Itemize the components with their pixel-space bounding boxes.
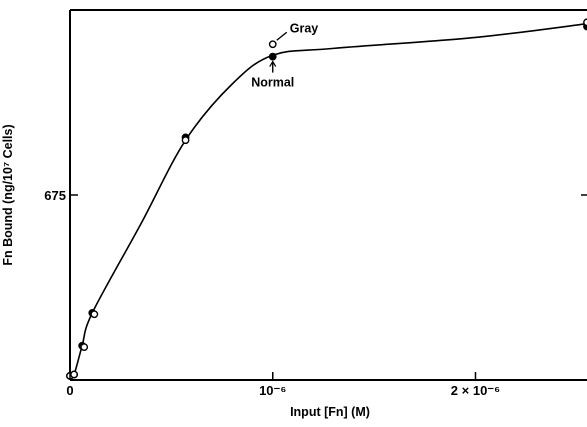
annotations: Gray Normal [251,21,318,89]
axes [69,9,587,381]
normal-arrowhead [269,60,277,67]
y-tick-label: 675 [44,188,66,203]
x-tick-label: 0 [66,383,73,398]
x-axis-label: Input [Fn] (M) [290,405,370,419]
tick-labels: 0 10⁻⁶ 2 × 10⁻⁶ 675 [44,188,587,398]
gray-point [181,136,190,145]
y-axis-label: Fn Bound (ng/10⁷ Cells) [1,124,15,265]
gray-point [70,370,78,379]
data-points [66,18,587,380]
gray-point [80,343,89,352]
x-tick-label: 10⁻⁶ [259,383,286,398]
normal-point [268,52,277,61]
gray-point [90,310,99,319]
gray-point [268,40,277,49]
gray-annotation: Gray [290,21,319,35]
x-tick-label: 2 × 10⁻⁶ [451,383,500,398]
fit-curve [69,22,587,378]
gray-pointer [276,31,288,41]
normal-annotation: Normal [251,76,294,90]
